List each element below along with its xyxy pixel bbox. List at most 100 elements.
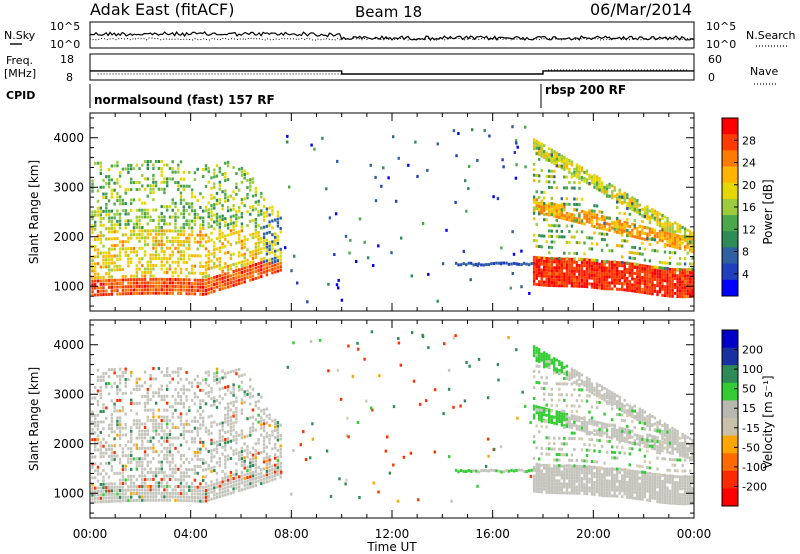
power-cell	[643, 231, 647, 235]
power-cell	[676, 267, 679, 271]
power-cell	[152, 167, 155, 170]
velocity-cell	[177, 498, 180, 502]
power-cell	[563, 272, 566, 276]
velocity-cell	[132, 443, 136, 447]
power-cell	[600, 218, 604, 221]
power-cell	[213, 282, 216, 286]
power-cell	[535, 265, 538, 269]
power-cell	[157, 229, 161, 233]
velocity-cell	[160, 387, 163, 391]
power-cell	[538, 150, 541, 154]
velocity-cell	[560, 453, 563, 457]
velocity-cell	[590, 483, 594, 487]
power-cell	[575, 203, 579, 206]
velocity-cell	[229, 422, 233, 426]
velocity-cell	[218, 432, 221, 436]
velocity-cell	[568, 470, 571, 474]
power-cell	[207, 239, 210, 243]
velocity-cell	[356, 421, 360, 424]
velocity-cell	[477, 357, 481, 361]
velocity-cell	[535, 346, 538, 350]
power-cell	[673, 286, 677, 289]
velocity-cell	[565, 482, 569, 486]
power-cell	[668, 285, 672, 289]
power-cell	[193, 292, 197, 296]
power-cell	[538, 201, 541, 205]
power-cell	[686, 271, 689, 275]
power-cell	[160, 257, 163, 261]
power-cell	[550, 186, 553, 189]
power-cell	[124, 226, 127, 230]
power-cell	[603, 269, 606, 273]
velocity-cell	[163, 457, 166, 461]
velocity-cell	[213, 493, 216, 497]
power-cell	[257, 248, 260, 252]
power-cell	[246, 269, 249, 273]
power-cell	[185, 222, 188, 226]
power-cell	[676, 277, 679, 281]
power-cell	[132, 285, 136, 289]
power-cell	[257, 210, 260, 214]
power-cell	[177, 181, 180, 185]
velocity-cell	[555, 358, 558, 362]
power-cell	[550, 235, 553, 238]
power-cell	[204, 247, 208, 251]
nave-label: Nave	[750, 65, 778, 78]
power-cell	[636, 227, 639, 230]
power-cell	[580, 276, 584, 279]
velocity-cell	[110, 458, 113, 462]
velocity-cell	[555, 416, 558, 420]
power-cell	[628, 231, 631, 234]
power-cell	[618, 279, 621, 282]
power-cell	[621, 270, 624, 274]
velocity-cell	[130, 499, 133, 503]
power-cell	[648, 233, 652, 237]
power-cell	[585, 220, 589, 224]
velocity-cell	[265, 480, 269, 484]
velocity-cell	[583, 464, 586, 468]
velocity-cell	[141, 464, 144, 468]
power-cell	[130, 257, 133, 261]
power-cell	[603, 284, 606, 288]
power-cell	[550, 205, 553, 209]
velocity-cell	[565, 393, 569, 397]
velocity-cell	[121, 495, 125, 499]
nsky-trace	[89, 31, 695, 42]
velocity-cell	[190, 437, 194, 440]
power-cell	[663, 228, 667, 232]
power-cell	[254, 231, 257, 235]
power-cell	[558, 235, 561, 239]
power-cell	[512, 252, 516, 256]
power-cell	[271, 240, 274, 244]
power-cell	[573, 275, 576, 279]
velocity-cell	[105, 451, 108, 455]
power-cell	[598, 283, 601, 287]
power-cell	[118, 285, 122, 289]
power-cell	[676, 262, 679, 266]
velocity-cell	[113, 444, 116, 448]
power-cell	[626, 239, 629, 243]
power-cell	[240, 270, 244, 274]
power-cell	[611, 269, 614, 273]
power-cell	[605, 281, 609, 285]
power-cell	[583, 270, 586, 274]
velocity-cell	[94, 493, 97, 497]
power-cell	[127, 240, 130, 244]
power-cell	[152, 236, 155, 240]
power-cell	[638, 252, 641, 256]
power-cell	[540, 190, 543, 194]
power-cell	[457, 263, 460, 267]
velocity-cell	[102, 427, 105, 431]
power-cell	[243, 204, 246, 208]
power-cell	[218, 281, 221, 285]
power-cell	[179, 177, 183, 181]
velocity-cell	[568, 473, 571, 477]
velocity-cell	[249, 471, 252, 475]
power-cell	[107, 216, 111, 220]
power-cell	[603, 221, 606, 225]
power-cell	[168, 167, 172, 170]
velocity-cell	[588, 443, 591, 447]
velocity-cell	[91, 438, 94, 442]
velocity-cell	[168, 464, 172, 468]
